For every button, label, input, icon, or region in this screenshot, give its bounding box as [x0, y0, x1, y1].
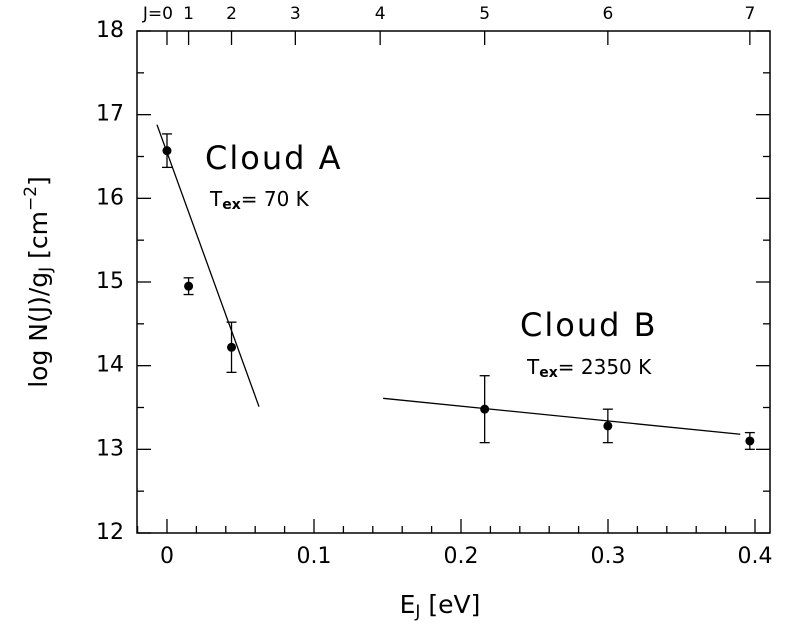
x-label-base: E [400, 590, 416, 619]
plot-frame [136, 30, 771, 534]
annotation-temp: Tex= 2350 K [526, 355, 652, 382]
data-point [227, 342, 237, 352]
y-label-sub: J [36, 267, 56, 273]
annotation-title: Cloud B [520, 306, 658, 344]
annotation-temp: Tex= 70 K [209, 187, 310, 214]
x-tick-label: 0.3 [591, 544, 626, 569]
x-label-rest: [eV] [420, 590, 480, 619]
fit-line [156, 124, 260, 407]
x-tick-label: 0.2 [443, 544, 478, 569]
top-tick-label: 5 [479, 4, 490, 24]
x-tick-label: 0 [160, 544, 174, 569]
annotation-rest: = 70 K [241, 187, 310, 211]
x-tick-label: 0.1 [296, 544, 331, 569]
top-tick-label: 3 [290, 4, 301, 24]
x-tick-label: 0.4 [738, 544, 773, 569]
annotation-title: Cloud A [205, 139, 342, 177]
annotation-t: T [209, 187, 223, 211]
data-point [603, 421, 613, 431]
data-point [480, 404, 490, 414]
annotation-rest: = 2350 K [558, 355, 652, 379]
y-tick-label: 16 [96, 185, 124, 210]
annotation-sub: ex [539, 365, 558, 381]
x-axis-label: EJ [eV] [400, 590, 481, 622]
y-tick-label: 18 [96, 18, 124, 43]
top-tick-label: 1 [183, 4, 194, 24]
y-tick-label: 15 [96, 269, 124, 294]
y-tick-label: 17 [96, 102, 124, 127]
top-tick-label: 4 [375, 4, 386, 24]
top-tick-label: 2 [226, 4, 237, 24]
top-tick-label: J=0 [142, 4, 173, 24]
data-point [162, 146, 172, 156]
y-label-base: log N(J)/g [24, 272, 53, 388]
fit-line [383, 397, 741, 435]
y-label-end: ] [24, 176, 53, 186]
annotation-t: T [526, 355, 540, 379]
data-point [184, 281, 194, 291]
y-tick-label: 12 [96, 520, 124, 545]
top-tick-label: 7 [744, 4, 755, 24]
y-tick-label: 14 [96, 353, 124, 378]
y-axis-label: log N(J)/gJ [cm−2] [21, 176, 56, 388]
y-tick-label: 13 [96, 436, 124, 461]
top-tick-label: 6 [602, 4, 613, 24]
y-label-sup: −2 [21, 186, 41, 211]
data-point [745, 436, 755, 446]
y-label-mid: [cm [24, 211, 53, 267]
x-label-sub: J [414, 602, 420, 622]
annotation-sub: ex [222, 197, 241, 213]
